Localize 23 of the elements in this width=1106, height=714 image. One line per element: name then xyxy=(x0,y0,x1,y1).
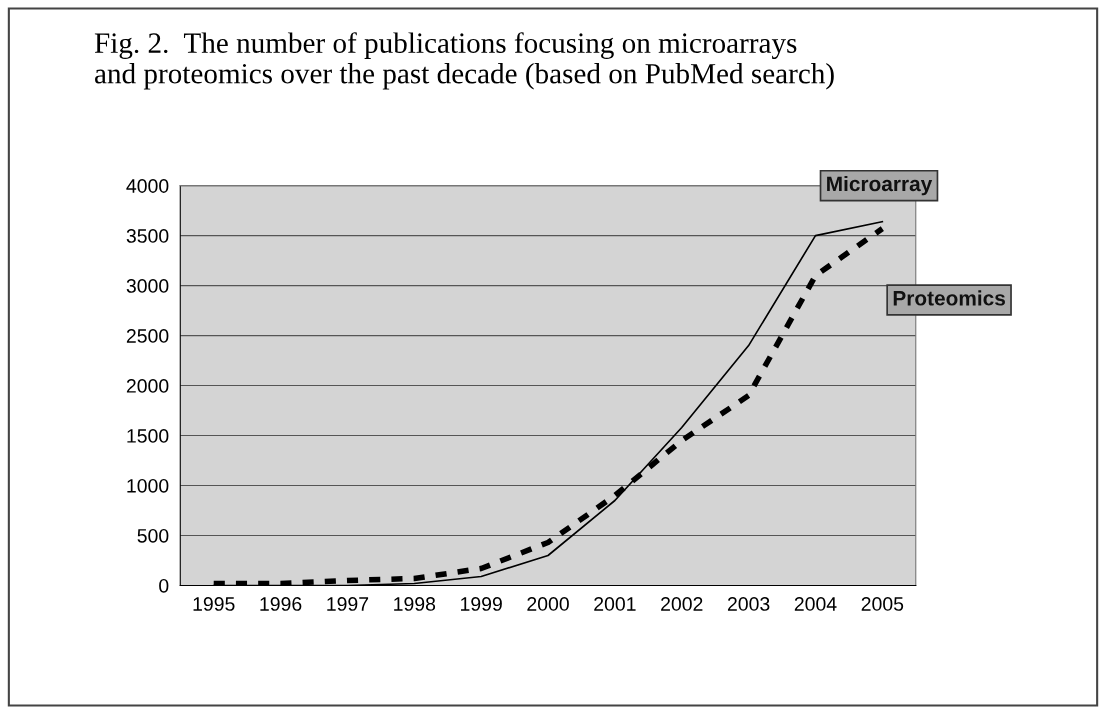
x-tick-label: 1998 xyxy=(394,597,436,611)
y-tick-label: 3500 xyxy=(126,229,169,243)
series-label: Microarray xyxy=(827,175,933,196)
text: Proteomics xyxy=(893,290,1005,306)
y-tick-label: 2500 xyxy=(126,329,169,343)
x-tick-label: 2004 xyxy=(794,597,837,611)
x-tick-label: 1997 xyxy=(327,597,369,611)
x-tick-label: 1999 xyxy=(461,597,502,611)
y-tick-label: 4000 xyxy=(126,179,169,193)
y-tick-label: 1000 xyxy=(127,478,169,493)
x-tick-label: 2001 xyxy=(594,597,636,611)
x-tick-label: 1996 xyxy=(260,597,302,611)
x-tick-label: 2002 xyxy=(661,597,703,611)
x-tick-label: 2000 xyxy=(527,597,569,611)
y-tick-label: 2000 xyxy=(126,379,169,393)
y-tick-label: 3000 xyxy=(126,279,169,293)
y-tick-label: 500 xyxy=(137,528,169,543)
chart-title: Fig. 2. The number of publications focusing on microarrays and proteomics over the past decade (based on PubMed search) xyxy=(94,32,834,90)
x-tick-label: 2003 xyxy=(727,597,770,611)
y-tick-label: 1500 xyxy=(127,429,169,443)
x-tick-label: 2005 xyxy=(861,597,904,611)
x-tick-label: 1995 xyxy=(193,597,235,611)
y-tick-label: 0 xyxy=(159,578,169,593)
